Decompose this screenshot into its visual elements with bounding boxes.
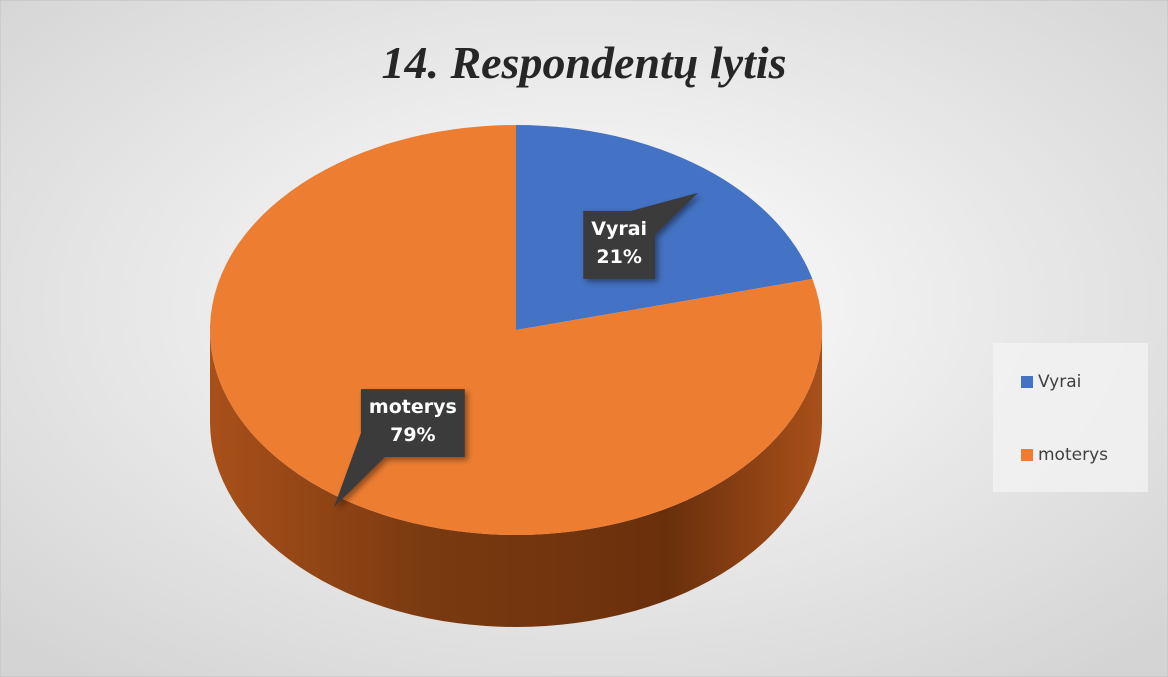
legend-swatch [1021, 449, 1033, 461]
legend: Vyrai moterys [1021, 372, 1108, 465]
legend-label: Vyrai [1038, 372, 1081, 392]
pie-side [210, 330, 822, 627]
label-box [360, 389, 465, 458]
label-value: 79% [390, 424, 435, 446]
data-label: moterys 79% [334, 389, 465, 508]
legend-swatch [1021, 376, 1033, 388]
label-pointer [631, 192, 698, 235]
legend-box [993, 343, 1148, 492]
label-value: 21% [596, 246, 641, 268]
chart-title: 14. Respondentų lytis [381, 37, 786, 88]
legend-label: moterys [1038, 445, 1108, 465]
label-category: Vyrai [591, 218, 647, 240]
pie: Vyrai 21% moterys 79% [210, 125, 823, 627]
label-category: moterys [369, 396, 457, 418]
label-pointer [334, 433, 385, 508]
data-label: Vyrai 21% [583, 192, 698, 279]
